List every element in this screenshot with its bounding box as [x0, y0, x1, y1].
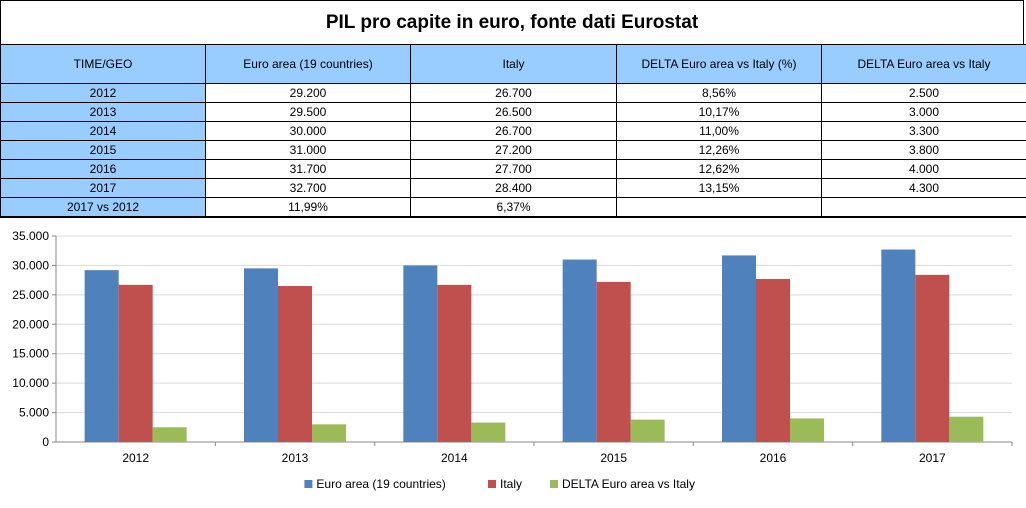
- chart-area: 0 5.000 10.000 15.000 20.000 25.000 30.000 35.0…: [0, 220, 1026, 503]
- header-delta-percent: DELTA Euro area vs Italy (%): [617, 45, 822, 84]
- table-cell: 26.700: [411, 84, 617, 103]
- bar-chart: 0 5.000 10.000 15.000 20.000 25.000 30.000 35.0…: [0, 220, 1026, 503]
- bar-euro-area-19-countries-2015: [563, 260, 597, 442]
- table-row-label: 2014: [1, 122, 206, 141]
- x-tick-label: 2015: [600, 451, 627, 465]
- y-tick-label: 25.000: [12, 288, 49, 302]
- table-header-row: TIME/GEO Euro area (19 countries) Italy …: [1, 45, 1026, 84]
- table-row-label: 2017: [1, 179, 206, 198]
- y-tick-label: 0: [42, 435, 49, 449]
- table-cell: 3.000: [822, 103, 1026, 122]
- legend-swatch: [550, 480, 558, 488]
- x-tick-label: 2014: [441, 451, 468, 465]
- table-cell: 8,56%: [617, 84, 822, 103]
- legend-swatch: [488, 480, 496, 488]
- y-tick-label: 10.000: [12, 376, 49, 390]
- legend-label: Euro area (19 countries): [316, 477, 445, 491]
- table-cell: [617, 198, 822, 218]
- x-tick-label: 2012: [122, 451, 149, 465]
- table-cell: 29.500: [206, 103, 411, 122]
- table-cell: 3.800: [822, 141, 1026, 160]
- legend-label: Italy: [500, 477, 522, 491]
- x-tick-label: 2016: [760, 451, 787, 465]
- bar-delta-euro-area-vs-italy-2016: [790, 418, 824, 442]
- bar-delta-euro-area-vs-italy-2013: [312, 424, 346, 442]
- y-tick-label: 15.000: [12, 347, 49, 361]
- bar-italy-2015: [597, 282, 631, 442]
- table-cell: 26.700: [411, 122, 617, 141]
- table-cell: 13,15%: [617, 179, 822, 198]
- table-cell: 12,62%: [617, 160, 822, 179]
- table-row-label: 2013: [1, 103, 206, 122]
- header-delta: DELTA Euro area vs Italy: [822, 45, 1026, 84]
- table-cell: 4.300: [822, 179, 1026, 198]
- bar-italy-2017: [915, 275, 949, 442]
- table-cell: 28.400: [411, 179, 617, 198]
- y-tick-label: 35.000: [12, 229, 49, 243]
- table-cell: 4.000: [822, 160, 1026, 179]
- bar-delta-euro-area-vs-italy-2014: [471, 423, 505, 442]
- bar-euro-area-19-countries-2016: [722, 255, 756, 442]
- table-cell: 31.700: [206, 160, 411, 179]
- table-title: PIL pro capite in euro, fonte dati Euros…: [0, 0, 1024, 44]
- x-tick-label: 2017: [919, 451, 946, 465]
- bar-delta-euro-area-vs-italy-2015: [631, 420, 665, 442]
- table-cell: 30.000: [206, 122, 411, 141]
- table-cell: 29.200: [206, 84, 411, 103]
- table-cell: 26.500: [411, 103, 617, 122]
- bar-euro-area-19-countries-2013: [244, 268, 278, 442]
- bar-italy-2012: [119, 285, 153, 442]
- bar-italy-2016: [756, 279, 790, 442]
- table-row-label: 2016: [1, 160, 206, 179]
- table-cell: 2.500: [822, 84, 1026, 103]
- x-tick-label: 2013: [282, 451, 309, 465]
- bar-euro-area-19-countries-2014: [403, 265, 437, 442]
- legend-label: DELTA Euro area vs Italy: [562, 477, 695, 491]
- table-cell: 11,00%: [617, 122, 822, 141]
- table-row-label: 2015: [1, 141, 206, 160]
- data-table: TIME/GEO Euro area (19 countries) Italy …: [0, 44, 1026, 218]
- bar-italy-2013: [278, 286, 312, 442]
- table-cell: 6,37%: [411, 198, 617, 218]
- table-cell: 31.000: [206, 141, 411, 160]
- header-time-geo: TIME/GEO: [1, 45, 206, 84]
- y-tick-label: 30.000: [12, 258, 49, 272]
- table-cell: 27.200: [411, 141, 617, 160]
- bar-italy-2014: [437, 285, 471, 442]
- table-cell: [822, 198, 1026, 218]
- table-cell: 11,99%: [206, 198, 411, 218]
- table-cell: 12,26%: [617, 141, 822, 160]
- bar-delta-euro-area-vs-italy-2012: [153, 427, 187, 442]
- header-euro-area: Euro area (19 countries): [206, 45, 411, 84]
- bar-euro-area-19-countries-2012: [85, 270, 119, 442]
- table-row-label: 2012: [1, 84, 206, 103]
- legend-swatch: [304, 480, 312, 488]
- table-row-label: 2017 vs 2012: [1, 198, 206, 218]
- bar-euro-area-19-countries-2017: [881, 250, 915, 442]
- table-cell: 27.700: [411, 160, 617, 179]
- header-italy: Italy: [411, 45, 617, 84]
- y-tick-label: 20.000: [12, 317, 49, 331]
- table-cell: 32.700: [206, 179, 411, 198]
- table-cell: 10,17%: [617, 103, 822, 122]
- y-tick-label: 5.000: [19, 406, 49, 420]
- table-cell: 3.300: [822, 122, 1026, 141]
- bar-delta-euro-area-vs-italy-2017: [949, 417, 983, 442]
